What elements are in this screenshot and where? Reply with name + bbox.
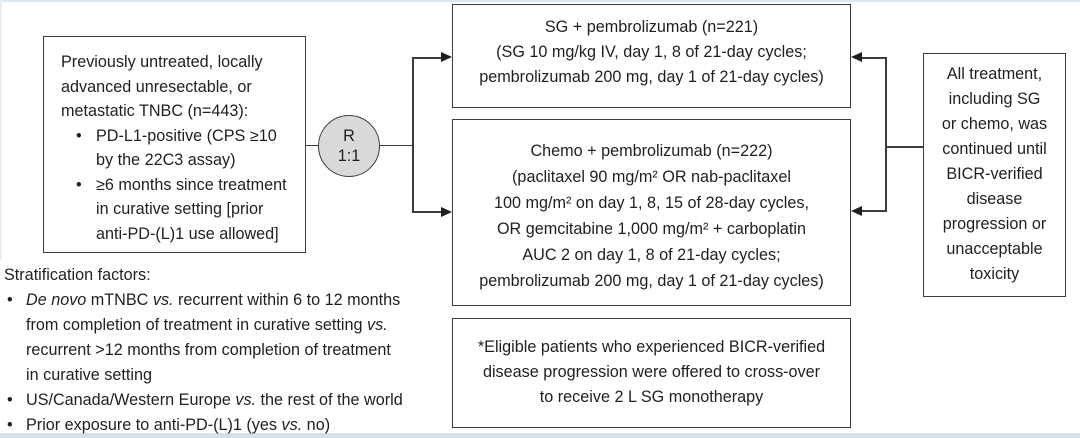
eligibility-bullet-item: anti-PD-(L)1 use allowed] — [96, 224, 279, 243]
arm-line: Chemo + pembrolizumab (n=222) — [530, 142, 773, 160]
arrow-right-into-sg-arm-icon — [441, 52, 452, 63]
bullet-icon: • — [7, 291, 13, 309]
arm-line: 100 mg/m² on day 1, 8, 15 of 28-day cycl… — [494, 194, 809, 212]
bullet-icon: • — [7, 416, 13, 434]
duration-line: toxicity — [969, 265, 1020, 283]
arrow-left-into-sg-arm-icon — [851, 52, 862, 63]
bullet-icon: • — [76, 126, 82, 145]
stratification-heading: Stratification factors: — [4, 266, 151, 284]
page-edge-bottom — [0, 433, 1080, 438]
randomization-label: R — [343, 127, 355, 145]
sg-arm-box: SG + pembrolizumab (n=221) (SG 10 mg/kg … — [452, 4, 851, 108]
eligibility-bullet-item: by the 22C3 assay) — [96, 151, 236, 169]
chemo-arm-box: Chemo + pembrolizumab (n=222) (paclitaxe… — [452, 119, 851, 306]
stratification-item: • De novo mTNBC vs. recurrent within 6 t… — [4, 288, 476, 388]
note-line: disease progression were offered to cros… — [482, 363, 821, 381]
connector-circle-to-branch — [379, 144, 413, 147]
arrow-left-into-chemo-arm-icon — [851, 205, 862, 216]
stratification-item: • Prior exposure to anti-PD-(L)1 (yes vs… — [4, 413, 476, 438]
eligibility-bullet-item: • PD-L1-positive (CPS ≥10 — [61, 124, 299, 149]
duration-line: progression or — [942, 215, 1047, 233]
randomization-ratio: 1:1 — [337, 147, 361, 165]
connector-duration-to-branch — [886, 146, 923, 148]
note-line: to receive 2 L SG monotherapy — [539, 388, 764, 406]
duration-line: or chemo, was — [941, 115, 1048, 133]
eligibility-criteria-box: Previously untreated, locally advanced u… — [43, 36, 306, 253]
arm-line: pembrolizumab 200 mg, day 1 of 21-day cy… — [479, 272, 824, 290]
eligibility-intro-line: metastatic TNBC (n=443): — [61, 102, 249, 120]
crossover-note-box: *Eligible patients who experienced BICR-… — [452, 318, 851, 428]
duration-line: disease — [966, 190, 1023, 208]
connector-to-sg-arm-right — [862, 57, 886, 59]
bullet-icon: • — [7, 391, 13, 409]
eligibility-bullet-item: • ≥6 months since treatment — [61, 173, 299, 198]
eligibility-intro-line: Previously untreated, locally — [61, 53, 263, 71]
bullet-icon: • — [76, 175, 82, 194]
stratification-factors: Stratification factors: • De novo mTNBC … — [4, 263, 476, 438]
arm-line: OR gemcitabine 1,000 mg/m² + carboplatin — [496, 220, 807, 238]
page-edge-top — [0, 0, 1080, 2]
arm-line: (SG 10 mg/kg IV, day 1, 8 of 21-day cycl… — [496, 43, 807, 61]
duration-line: including SG — [948, 90, 1041, 108]
connector-to-sg-arm — [412, 57, 442, 59]
arm-line: SG + pembrolizumab (n=221) — [544, 18, 759, 36]
duration-line: All treatment, — [946, 65, 1043, 83]
arm-line: AUC 2 on day 1, 8 of 21-day cycles; — [522, 246, 781, 264]
duration-line: unacceptable — [946, 240, 1043, 258]
treatment-duration-box: All treatment, including SG or chemo, wa… — [923, 53, 1066, 297]
arrow-right-into-chemo-arm-icon — [441, 206, 452, 217]
stratification-item: • US/Canada/Western Europe vs. the rest … — [4, 388, 476, 413]
connector-branch-vertical-left — [412, 57, 414, 213]
connector-to-chemo-arm — [412, 211, 442, 213]
connector-branch-vertical-right — [885, 57, 887, 212]
note-line: *Eligible patients who experienced BICR-… — [477, 338, 826, 356]
duration-line: BICR-verified — [946, 165, 1043, 183]
arm-line: (paclitaxel 90 mg/m² OR nab-paclitaxel — [512, 168, 791, 186]
page-edge-left — [0, 0, 2, 260]
eligibility-bullet-item: in curative setting [prior — [96, 200, 264, 218]
arm-line: pembrolizumab 200 mg, day 1 of 21-day cy… — [479, 68, 824, 86]
connector-to-chemo-arm-right — [862, 210, 886, 212]
duration-line: continued until — [942, 140, 1047, 158]
eligibility-intro-line: advanced unresectable, or — [61, 77, 252, 96]
connector-eligibility-to-circle — [306, 144, 319, 147]
randomization-circle: R 1:1 — [318, 115, 380, 177]
